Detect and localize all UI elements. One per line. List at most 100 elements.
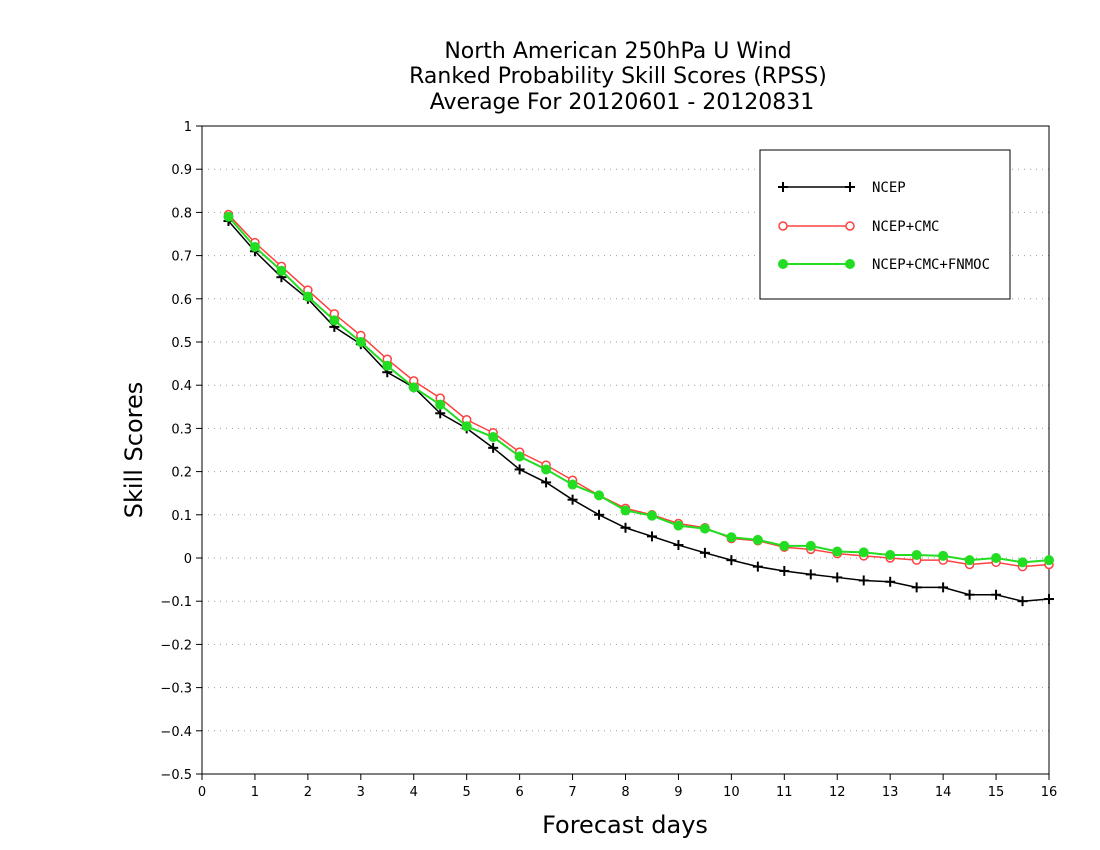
y-tick-label: 0 — [184, 552, 192, 567]
series-layer — [223, 209, 1054, 607]
data-point — [845, 221, 855, 231]
data-point — [1017, 596, 1028, 607]
data-point — [845, 259, 855, 269]
data-point — [964, 589, 975, 600]
data-point — [964, 555, 975, 566]
y-tick-label: 0.6 — [171, 293, 192, 308]
data-point — [991, 553, 1002, 563]
data-point — [514, 464, 525, 475]
data-point — [699, 547, 710, 558]
y-tick-labels: 1 0.9 0.8 0.7 0.6 0.5 0.4 0.3 0.2 0.1 0 −0.1 −0.2 −0.… — [160, 120, 192, 783]
y-tick-label: −0.4 — [160, 725, 192, 740]
data-point — [805, 540, 816, 551]
x-tick-label: 0 — [198, 785, 206, 800]
data-point — [779, 540, 790, 551]
y-tick-label: −0.2 — [160, 638, 192, 653]
y-tick-label: 0.4 — [171, 379, 192, 394]
data-point — [355, 337, 366, 347]
y-tick-label: 0.7 — [171, 250, 192, 265]
data-point — [594, 490, 605, 501]
data-point — [435, 408, 446, 419]
chart-title-line-3: Average For 20120601 - 20120831 — [430, 90, 815, 115]
data-point — [858, 575, 869, 586]
data-point — [302, 291, 313, 302]
data-point — [845, 182, 855, 192]
data-point — [620, 522, 631, 533]
y-tick-label: −0.3 — [160, 682, 192, 697]
data-point — [488, 442, 499, 453]
data-point — [408, 382, 419, 393]
legend-label: NCEP — [872, 180, 906, 196]
data-point — [885, 549, 896, 560]
y-tick-label: 0.8 — [171, 206, 192, 221]
y-tick-label: 0.9 — [171, 163, 192, 178]
data-point — [223, 211, 234, 222]
series-ncep-cmc-fnmoc — [223, 211, 1054, 568]
y-tick-label: 0.3 — [171, 422, 192, 437]
data-point — [435, 399, 446, 410]
data-point — [567, 479, 578, 490]
chart-title: North American 250hPa U Wind Ranked Prob… — [409, 39, 827, 115]
x-tick-label: 14 — [935, 785, 952, 800]
y-tick-label: 0.2 — [171, 466, 192, 481]
data-point — [752, 561, 763, 572]
data-point — [276, 265, 287, 276]
y-tick-label: 0.1 — [171, 509, 192, 524]
data-point — [382, 360, 393, 371]
x-tick-label: 11 — [776, 785, 793, 800]
data-point — [1044, 594, 1054, 605]
data-point — [779, 565, 790, 576]
data-point — [752, 534, 763, 545]
legend-item: NCEP+CMC — [778, 219, 939, 235]
data-point — [541, 464, 552, 475]
x-tick-label: 6 — [515, 785, 523, 800]
legend-item: NCEP+CMC+FNMOC — [778, 257, 990, 273]
legend-label: NCEP+CMC — [872, 219, 939, 235]
data-point — [911, 582, 922, 593]
x-tick-label: 4 — [410, 785, 418, 800]
axis-ticks — [196, 125, 1050, 780]
data-point — [249, 241, 260, 252]
data-point — [541, 477, 552, 488]
data-point — [567, 494, 578, 505]
data-point — [514, 451, 525, 462]
legend-item: NCEP — [778, 180, 906, 196]
data-point — [938, 582, 949, 593]
x-tick-label: 10 — [723, 785, 740, 800]
data-point — [1044, 555, 1054, 566]
chart-title-line-1: North American 250hPa U Wind — [444, 39, 791, 64]
data-point — [778, 182, 788, 192]
data-point — [646, 510, 657, 521]
legend-items: NCEP NCEP+CMC NCEP+CMC+FNMOC — [778, 180, 990, 273]
data-point — [778, 221, 788, 231]
data-point — [1017, 557, 1028, 568]
data-point — [726, 532, 737, 543]
y-axis-label: Skill Scores — [120, 382, 148, 519]
x-tick-label: 8 — [621, 785, 629, 800]
x-tick-label: 2 — [304, 785, 312, 800]
x-tick-label: 7 — [568, 785, 576, 800]
plot-frame — [201, 125, 1050, 775]
legend-box — [759, 149, 1011, 300]
data-point — [461, 421, 472, 432]
data-point — [938, 550, 949, 561]
chart-title-line-2: Ranked Probability Skill Scores (RPSS) — [409, 64, 827, 89]
data-point — [594, 509, 605, 520]
data-point — [620, 505, 631, 516]
x-axis-label: Forecast days — [542, 811, 708, 839]
y-tick-label: 1 — [184, 120, 192, 135]
x-tick-label: 13 — [882, 785, 899, 800]
x-tick-label: 12 — [829, 785, 846, 800]
y-tick-label: 0.5 — [171, 336, 192, 351]
data-point — [673, 520, 684, 531]
y-tick-label: −0.1 — [160, 595, 192, 610]
data-point — [329, 315, 340, 326]
data-point — [832, 572, 843, 583]
data-point — [673, 540, 684, 551]
data-point — [805, 569, 816, 580]
data-point — [699, 523, 710, 534]
x-tick-label: 3 — [357, 785, 365, 800]
x-tick-label: 5 — [463, 785, 471, 800]
data-point — [991, 589, 1002, 600]
